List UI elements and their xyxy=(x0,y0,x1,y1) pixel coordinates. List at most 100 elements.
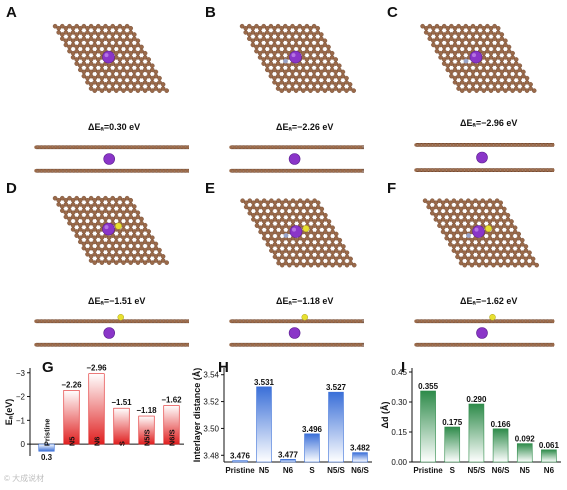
potassium-atom-icon xyxy=(476,327,488,339)
value-label: 3.496 xyxy=(302,425,323,434)
potassium-atom-icon xyxy=(103,153,115,165)
value-label: 3.531 xyxy=(254,378,275,387)
bar-n6-s xyxy=(163,405,180,445)
category-label: N5 xyxy=(259,466,270,475)
value-label: 0.3 xyxy=(41,453,53,462)
bar-n6-s xyxy=(352,452,368,463)
category-label: N5/S xyxy=(468,466,486,475)
bar-n6 xyxy=(88,373,105,445)
sulfur-atom-icon xyxy=(489,313,496,321)
bar-pristine xyxy=(38,443,55,452)
value-label: 0.290 xyxy=(466,395,487,404)
watermark: © 大成说材 xyxy=(4,474,45,483)
bar-s xyxy=(304,433,320,463)
y-tick-label: 0 xyxy=(21,440,26,449)
category-label: Pristine xyxy=(413,466,443,475)
bar-pristine xyxy=(420,390,436,463)
graphene-lattice-icon xyxy=(240,198,357,268)
bilayer-side-view-icon xyxy=(229,145,364,173)
category-label: N5 xyxy=(520,466,531,475)
y-tick-label: 3.50 xyxy=(203,424,219,433)
category-label: N6/S xyxy=(168,429,177,446)
y-tick-label: −2 xyxy=(16,393,26,402)
y-axis-label: Interlayer distance (Å) xyxy=(192,368,202,463)
nitrogen-atom-icon xyxy=(283,233,289,238)
value-label: 3.476 xyxy=(230,452,251,461)
value-label: 0.092 xyxy=(515,435,536,444)
bar-n5-s xyxy=(468,403,485,463)
value-label: 3.527 xyxy=(326,383,347,392)
graphene-lattice-icon xyxy=(52,195,169,265)
delta-e-label-c: ΔEₐ=−2.96 eV xyxy=(460,118,518,128)
potassium-atom-icon xyxy=(102,50,115,64)
y-axis-label: Δd (Å) xyxy=(380,402,390,429)
category-label: N6 xyxy=(93,437,102,447)
y-tick-label: 3.54 xyxy=(203,371,219,380)
value-label: 0.355 xyxy=(418,382,439,391)
value-label: 3.477 xyxy=(278,450,299,459)
potassium-atom-icon xyxy=(103,327,115,339)
category-label: S xyxy=(309,466,315,475)
value-label: −2.96 xyxy=(86,364,107,373)
y-tick-label: 3.48 xyxy=(203,451,219,460)
chart-i-delta-d: 0.00 0.15 0.30 0.45 Δd (Å) 0.355 Pristine 0.175… xyxy=(380,368,561,475)
graphene-lattice-icon xyxy=(422,198,539,268)
bar-n6 xyxy=(541,449,557,463)
panel-letter-e: E xyxy=(205,180,216,197)
y-tick-label: 3.52 xyxy=(203,398,219,407)
y-tick-label: −3 xyxy=(16,369,26,378)
delta-e-label-f: ΔEₐ=−1.62 eV xyxy=(460,296,518,306)
category-label: Pristine xyxy=(225,466,255,475)
delta-e-label-e: ΔEₐ=−1.18 eV xyxy=(276,296,334,306)
bar-n6 xyxy=(280,459,296,463)
panel-letter-i: I xyxy=(401,359,406,376)
panel-letter-c: C xyxy=(387,4,398,21)
delta-e-label-a: ΔEₐ=0.30 eV xyxy=(88,122,141,132)
bar-n5 xyxy=(516,443,533,463)
category-label: S xyxy=(118,441,127,446)
panel-letter-d: D xyxy=(6,180,17,197)
potassium-atom-icon xyxy=(289,50,302,64)
value-label: −1.62 xyxy=(161,396,182,405)
bar-n5-s xyxy=(138,415,155,445)
bar-n5-s xyxy=(328,391,344,463)
nitrogen-atom-icon xyxy=(283,58,288,64)
graphene-lattice-icon xyxy=(52,23,169,93)
category-label: S xyxy=(450,466,456,475)
structure-c-top-view xyxy=(420,23,537,93)
y-tick-label: 0.00 xyxy=(391,458,407,467)
delta-e-label-b: ΔEₐ=−2.26 eV xyxy=(276,122,334,132)
y-tick-label: 0.45 xyxy=(391,368,407,377)
panel-letter-f: F xyxy=(387,180,397,197)
sulfur-atom-icon xyxy=(115,222,122,230)
structure-a-top-view xyxy=(52,23,169,93)
panel-letter-g: G xyxy=(42,359,54,376)
category-label: N6/S xyxy=(492,466,510,475)
bar-n6-s xyxy=(492,428,509,463)
bar-s xyxy=(113,407,130,445)
bilayer-side-view-icon xyxy=(34,145,189,173)
delta-e-label-d: ΔEₐ=−1.51 eV xyxy=(88,296,146,306)
side-view-a xyxy=(34,145,189,173)
potassium-atom-icon xyxy=(288,153,301,165)
bar-pristine xyxy=(232,460,248,463)
graphene-lattice-icon xyxy=(420,23,537,93)
category-label: N6 xyxy=(544,466,555,475)
potassium-atom-icon xyxy=(289,225,303,238)
structure-b-top-view xyxy=(239,23,356,93)
value-label: −2.26 xyxy=(61,380,82,389)
sulfur-atom-icon xyxy=(117,313,124,321)
category-label: N6 xyxy=(283,466,294,475)
structure-d-top-view xyxy=(52,195,169,265)
bar-n5 xyxy=(256,386,272,463)
side-view-c xyxy=(414,143,555,172)
value-label: −1.18 xyxy=(136,406,157,415)
sulfur-atom-icon xyxy=(485,225,492,233)
sulfur-atom-icon xyxy=(302,225,310,233)
panel-letter-h: H xyxy=(218,359,229,376)
value-label: 0.061 xyxy=(539,441,560,450)
potassium-atom-icon xyxy=(472,225,485,238)
value-label: −1.51 xyxy=(111,398,132,407)
potassium-atom-icon xyxy=(476,151,488,164)
